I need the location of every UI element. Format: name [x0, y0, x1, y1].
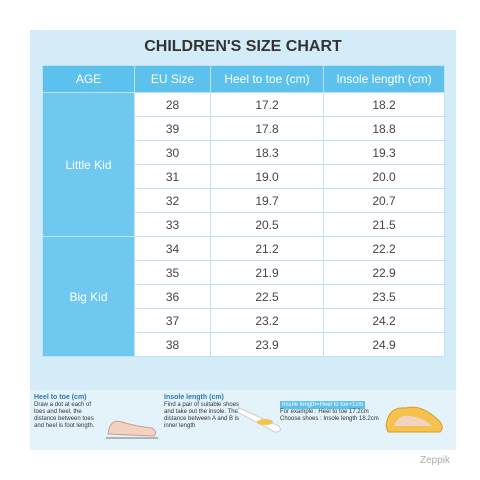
foot — [394, 415, 432, 426]
cell: 18.3 — [210, 140, 324, 165]
cell: 24.2 — [323, 308, 445, 333]
note-title: Insole length (cm) — [164, 394, 224, 401]
cell: 24.9 — [323, 332, 445, 357]
title: CHILDREN'S SIZE CHART — [144, 38, 342, 55]
cell: 36 — [134, 284, 211, 309]
insole — [236, 407, 281, 433]
foot-icon — [106, 420, 158, 439]
note: Insole length=Heel to toe+1cm For example… — [280, 401, 380, 423]
cell: 21.9 — [210, 260, 324, 285]
cell: 23.5 — [323, 284, 445, 309]
cell: 39 — [134, 116, 211, 141]
cell: 21.5 — [323, 212, 445, 237]
note: Heel to toe (cm) Draw a dot at each of to… — [34, 394, 104, 430]
header-cell: AGE — [42, 65, 135, 93]
cell: 23.2 — [210, 308, 324, 333]
header-row: AGE EU Size Heel to toe (cm) Insole length … — [42, 65, 445, 93]
row: 35 21.9 22.9 — [43, 260, 445, 285]
cell: 17.2 — [210, 92, 324, 117]
cell: 30 — [134, 140, 211, 165]
row: 38 23.9 24.9 — [43, 332, 445, 357]
cell: 19.7 — [210, 188, 324, 213]
header-cell: EU Size — [134, 65, 211, 93]
cell: 18.2 — [323, 92, 445, 117]
cell: 23.9 — [210, 332, 324, 357]
cell: 20.0 — [323, 164, 445, 189]
note-line: Choose shoes : Insole length 18.2cm — [280, 416, 379, 422]
insole-icon — [236, 407, 281, 433]
row: Little Kid 28 17.2 18.2 — [42, 92, 445, 237]
header-cell: Insole length (cm) — [323, 65, 445, 93]
cell: 35 — [134, 260, 211, 285]
row: 39 17.8 18.8 — [43, 116, 445, 141]
row: 32 19.7 20.7 — [43, 188, 445, 213]
note-text: Find a pair of suitable shoes and take o… — [164, 402, 240, 429]
row: 31 19.0 20.0 — [43, 164, 445, 189]
instructions: Heel to toe (cm) Draw a dot at each of to… — [30, 390, 456, 450]
cell: 22.9 — [323, 260, 445, 285]
age-group: Big Kid — [42, 236, 135, 357]
cell: 19.0 — [210, 164, 324, 189]
watermark: Zeppik — [419, 455, 450, 466]
size-table: AGE EU Size Heel to toe (cm) Insole length … — [42, 65, 445, 357]
note-text: Draw a dot at each of toes and heel, the… — [34, 402, 95, 429]
row: Big Kid 34 21.2 22.2 — [42, 236, 445, 357]
cell: 19.3 — [323, 140, 445, 165]
shoe-icon — [385, 406, 443, 433]
cell: 32 — [134, 188, 211, 213]
cell: 17.8 — [210, 116, 324, 141]
cell: 22.2 — [323, 236, 445, 261]
cell: 38 — [134, 332, 211, 357]
cell: 34 — [134, 236, 211, 261]
note: Insole length (cm) Find a pair of suitabl… — [164, 394, 244, 430]
cell: 37 — [134, 308, 211, 333]
cell: 33 — [134, 212, 211, 237]
cell: 21.2 — [210, 236, 324, 261]
header-cell: Heel to toe (cm) — [210, 65, 324, 93]
row: 33 20.5 21.5 — [43, 212, 445, 237]
insole-mark — [257, 419, 273, 425]
cell: 20.7 — [323, 188, 445, 213]
row: 30 18.3 19.3 — [43, 140, 445, 165]
cell: 18.8 — [323, 116, 445, 141]
cell: 31 — [134, 164, 211, 189]
age-group: Little Kid — [42, 92, 135, 237]
cell: 20.5 — [210, 212, 324, 237]
note-title: Heel to toe (cm) — [34, 394, 87, 401]
cell: 22.5 — [210, 284, 324, 309]
foot — [107, 420, 157, 437]
note-title: Insole length=Heel to toe+1cm — [280, 401, 366, 409]
note-line: For example : Heel to toe 17.2cm — [280, 409, 369, 415]
cell: 28 — [134, 92, 211, 117]
